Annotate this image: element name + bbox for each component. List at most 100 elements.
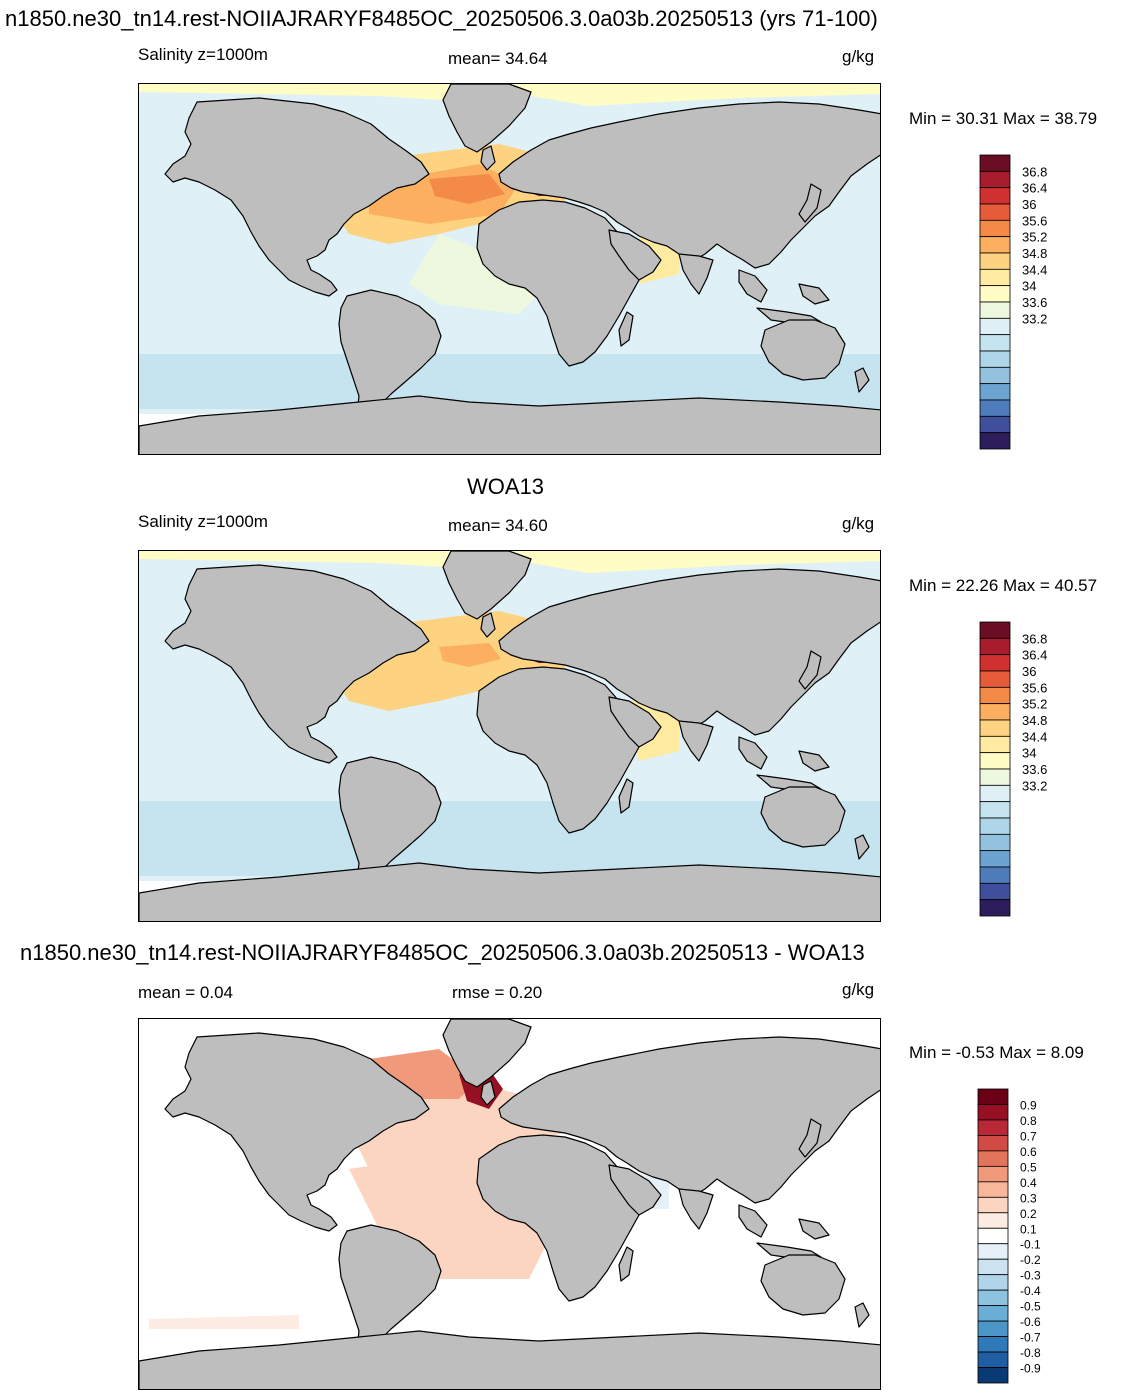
colorbar-model: 36.8 36.4 36 35.6 35.2 34.8 34.4 34 33.6 33.2 <box>979 154 1080 450</box>
land-coastline <box>798 1218 830 1240</box>
land-coastline <box>442 1019 532 1088</box>
colorbar-swatch <box>979 383 1011 401</box>
colorbar-swatch <box>979 154 1011 172</box>
ocean-region-field <box>139 551 451 567</box>
colorbar-tick-label: 35.2 <box>1022 697 1047 712</box>
colorbar-swatch <box>977 1165 1009 1183</box>
colorbar-swatch <box>979 621 1011 639</box>
colorbar-difference: 0.9 0.8 0.7 0.6 0.5 0.4 0.3 0.2 0.1 -0.1 -0.2 -0.3-… <box>977 1088 1078 1384</box>
panel2-left-label: Salinity z=1000m <box>138 512 268 531</box>
colorbar-tick-label: -0.6 <box>1020 1315 1041 1329</box>
land-mask <box>139 551 880 921</box>
map-panel-woa13 <box>138 550 881 922</box>
colorbar-svg-difference: 0.90.80.70.60.50.40.30.20.1-0.1-0.2-0.3-… <box>977 1088 1041 1384</box>
colorbar-swatch <box>977 1320 1009 1337</box>
colorbar-tick-label: 0.1 <box>1020 1222 1037 1236</box>
colorbar-tick-label: 34.4 <box>1022 729 1047 744</box>
colorbar-swatch <box>979 784 1011 803</box>
panel3-minmax: Min = -0.53 Max = 8.09 <box>909 1043 1084 1062</box>
land-coastline <box>678 253 714 295</box>
land-coastline <box>608 696 662 748</box>
colorbar-swatch <box>979 703 1011 721</box>
colorbar-swatch <box>977 1289 1009 1307</box>
panel3-title: n1850.ne30_tn14.rest-NOIIAJRARYF8485OC_2… <box>20 940 865 965</box>
land-coastline <box>738 736 768 770</box>
panel2-mean-label: mean= 34.60 <box>448 516 548 535</box>
colorbar-tick-label: 36 <box>1022 664 1036 679</box>
colorbar-tick-label: 34.8 <box>1022 713 1047 728</box>
ocean-region-field <box>139 354 880 409</box>
colorbar-tick-label: 34.8 <box>1022 246 1047 261</box>
land-coastline <box>498 1036 880 1204</box>
colorbar-swatch <box>977 1227 1009 1245</box>
colorbar-tick-label: 33.6 <box>1022 762 1047 777</box>
ocean-region-field <box>509 551 880 573</box>
colorbar-tick-label: -0.4 <box>1020 1284 1041 1298</box>
land-coastline <box>480 612 496 638</box>
land-coastline <box>798 183 822 223</box>
land-coastline <box>608 1164 662 1216</box>
ocean-region-field <box>439 643 501 667</box>
colorbar-swatch <box>977 1336 1009 1353</box>
colorbar-tick-label: 0.8 <box>1020 1114 1037 1128</box>
ocean-region-field <box>429 174 505 204</box>
colorbar-swatch <box>977 1119 1009 1136</box>
colorbar-swatch <box>979 170 1011 189</box>
land-coastline <box>618 311 634 347</box>
colorbar-tick-label: -0.5 <box>1020 1300 1041 1314</box>
colorbar-swatch <box>979 833 1011 852</box>
panel1-mean-label: mean= 34.64 <box>448 49 548 68</box>
colorbar-swatch <box>977 1181 1009 1198</box>
land-mask <box>139 1019 880 1389</box>
colorbar-tick-label: 0.6 <box>1020 1145 1037 1159</box>
land-coastline <box>476 1134 646 1302</box>
colorbar-tick-label: 0.4 <box>1020 1176 1037 1190</box>
figure-title: n1850.ne30_tn14.rest-NOIIAJRARYF8485OC_2… <box>5 6 878 31</box>
colorbar-swatch <box>979 415 1011 434</box>
colorbar-swatch <box>979 399 1011 417</box>
map-svg-difference <box>139 1019 880 1389</box>
panel3-units: g/kg <box>842 980 875 999</box>
colorbar-tick-label: -0.1 <box>1020 1238 1041 1252</box>
colorbar-swatch <box>979 219 1011 238</box>
colorbar-tick-label: 34.4 <box>1022 262 1047 277</box>
map-panel-model <box>138 83 881 455</box>
land-mask <box>139 84 880 454</box>
land-coastline <box>738 269 768 303</box>
land-coastline <box>738 1204 768 1238</box>
colorbar-swatch <box>977 1196 1009 1214</box>
colorbar-swatch <box>977 1243 1009 1260</box>
map-svg-model <box>139 84 880 454</box>
land-coastline <box>498 568 880 736</box>
ocean-region-field <box>409 234 539 314</box>
panel1-minmax: Min = 30.31 Max = 38.79 <box>909 109 1098 128</box>
colorbar-swatch <box>979 637 1011 656</box>
colorbar-swatch <box>977 1258 1009 1276</box>
panel2-title: WOA13 <box>467 474 545 499</box>
land-coastline <box>798 750 830 772</box>
colorbar-tick-label: -0.2 <box>1020 1253 1041 1267</box>
land-coastline <box>798 283 830 305</box>
panel2-minmax: Min = 22.26 Max = 40.57 <box>909 576 1098 595</box>
colorbar-swatch <box>977 1104 1009 1121</box>
colorbar-swatch <box>979 866 1011 884</box>
land-coastline <box>139 395 880 454</box>
colorbar-swatch <box>977 1305 1009 1322</box>
colorbar-swatch <box>979 719 1011 737</box>
colorbar-swatch <box>977 1150 1009 1167</box>
land-coastline <box>139 862 880 921</box>
land-coastline <box>164 564 430 764</box>
land-coastline <box>139 1330 880 1389</box>
colorbar-swatch <box>979 801 1011 819</box>
colorbar-tick-label: 36.4 <box>1022 181 1047 196</box>
colorbar-tick-label: 35.6 <box>1022 680 1047 695</box>
colorbar-swatch <box>977 1351 1009 1368</box>
land-coastline <box>618 778 634 814</box>
colorbar-swatch <box>977 1367 1009 1384</box>
colorbar-swatch <box>979 899 1011 917</box>
colorbar-tick-label: 0.2 <box>1020 1207 1037 1221</box>
colorbar-swatch <box>979 752 1011 770</box>
colorbar-swatch <box>979 768 1011 786</box>
colorbar-tick-label: 33.2 <box>1022 778 1047 793</box>
